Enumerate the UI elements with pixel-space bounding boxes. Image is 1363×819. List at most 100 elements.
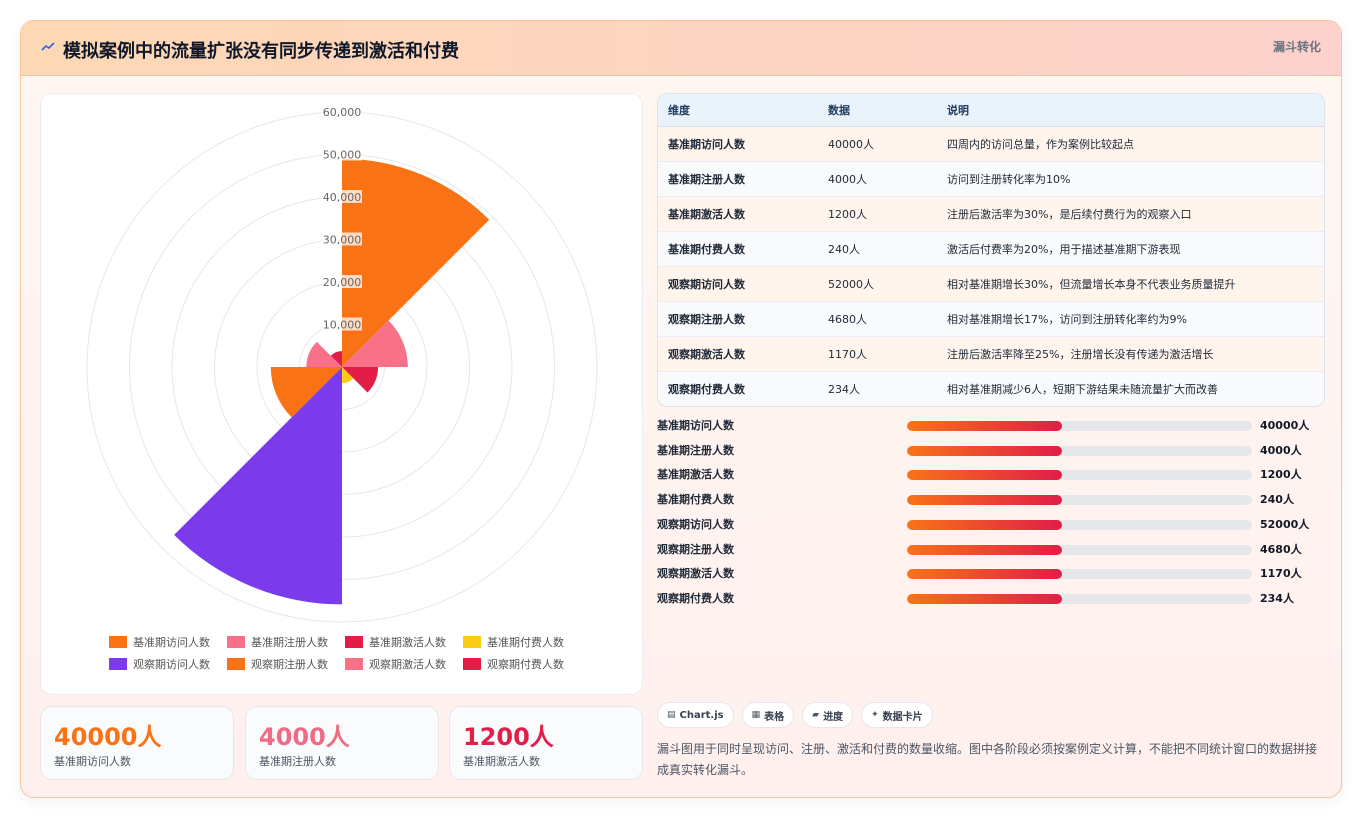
column-header-data: 数据 (828, 104, 850, 117)
sparkle-icon: ✦ (871, 710, 879, 720)
table-row: 观察期注册人数 4680人 相对基准期增长17%，访问到注册转化率约为9% (658, 302, 1324, 337)
r-tick-label: 60,000 (323, 106, 362, 119)
tick-label-backdrop (322, 275, 362, 288)
table-button[interactable]: ▦ 表格 (741, 702, 795, 728)
polar-wedge[interactable] (270, 367, 342, 418)
table-row: 基准期激活人数 1200人 注册后激活率为30%，是后续付费行为的观察入口 (658, 197, 1324, 232)
legend-swatch (109, 658, 127, 670)
table-row: 观察期访问人数 52000人 相对基准期增长30%，但流量增长本身不代表业务质量… (658, 267, 1324, 302)
legend-item[interactable]: 观察期激活人数 (345, 656, 463, 672)
data-card-button[interactable]: ✦ 数据卡片 (861, 702, 933, 728)
progress-fill (907, 520, 1063, 530)
tick-label-backdrop (322, 190, 362, 203)
progress-fill (907, 421, 1063, 431)
data-table: 维度 数据 说明 基准期访问人数 40000人 四周内的访问总量，作为案例比较起… (657, 93, 1325, 407)
pill-label: 进度 (823, 711, 844, 723)
progress-value: 4000人 (1260, 444, 1302, 457)
legend-label: 基准期付费人数 (487, 636, 564, 649)
progress-track (907, 545, 1252, 555)
r-tick-label: 10,000 (323, 319, 362, 332)
stat-card-baseline-activations: 1200人 基准期激活人数 (449, 706, 643, 780)
progress-fill (907, 545, 1063, 555)
polar-wedge[interactable] (342, 158, 490, 367)
progress-label: 观察期访问人数 (657, 518, 734, 531)
legend-label: 基准期注册人数 (251, 636, 328, 649)
progress-fill (907, 495, 1063, 505)
table-header-row: 维度 数据 说明 (658, 94, 1324, 127)
chart-icon: ▤ (667, 710, 676, 720)
r-tick-label: 50,000 (323, 149, 362, 162)
table-cell: 观察期访问人数 (668, 278, 745, 291)
legend-item[interactable]: 基准期注册人数 (227, 634, 345, 650)
progress-track (907, 569, 1252, 579)
category-tag: 漏斗转化 (1272, 40, 1321, 54)
table-cell: 相对基准期增长30%，但流量增长本身不代表业务质量提升 (947, 278, 1236, 291)
stat-card-baseline-signups: 4000人 基准期注册人数 (245, 706, 439, 780)
legend-label: 观察期访问人数 (133, 658, 210, 671)
chartjs-button[interactable]: ▤ Chart.js (657, 702, 734, 728)
column-header-dimension: 维度 (668, 104, 690, 117)
legend-swatch (345, 636, 363, 648)
progress-track (907, 446, 1252, 456)
polar-area-svg: 60,000 50,000 40,000 30,000 20,000 10,000 (86, 105, 598, 623)
main-card: 模拟案例中的流量扩张没有同步传递到激活和付费 漏斗转化 60,000 50,000… (20, 20, 1342, 798)
table-cell: 注册后激活率降至25%，注册增长没有传递为激活增长 (947, 348, 1214, 361)
table-cell: 4000人 (828, 173, 867, 186)
column-header-note: 说明 (947, 104, 969, 117)
table-row: 基准期付费人数 240人 激活后付费率为20%，用于描述基准期下游表现 (658, 232, 1324, 267)
progress-row: 观察期付费人数 234人 (657, 590, 1327, 608)
stat-card-baseline-visits: 40000人 基准期访问人数 (40, 706, 234, 780)
progress-track (907, 520, 1252, 530)
table-cell: 相对基准期减少6人，短期下游结果未随流量扩大而改善 (947, 383, 1218, 396)
progress-row: 基准期注册人数 4000人 (657, 442, 1327, 460)
progress-button[interactable]: ▰ 进度 (802, 702, 854, 728)
progress-row: 基准期访问人数 40000人 (657, 417, 1327, 435)
table-cell: 观察期付费人数 (668, 383, 745, 396)
legend-label: 观察期付费人数 (487, 658, 564, 671)
card-header: 模拟案例中的流量扩张没有同步传递到激活和付费 漏斗转化 (21, 21, 1341, 76)
polar-wedge[interactable] (342, 367, 354, 384)
stat-value: 40000人 (54, 723, 162, 751)
table-cell: 观察期注册人数 (668, 313, 745, 326)
table-cell: 234人 (828, 383, 860, 396)
polar-wedge[interactable] (306, 341, 342, 367)
progress-track (907, 470, 1252, 480)
progress-track (907, 594, 1252, 604)
progress-label: 观察期付费人数 (657, 592, 734, 605)
polar-wedge[interactable] (342, 367, 379, 393)
progress-value: 1170人 (1260, 567, 1302, 580)
table-cell: 四周内的访问总量，作为案例比较起点 (947, 138, 1134, 151)
trend-line-icon (41, 42, 55, 51)
table-cell: 基准期付费人数 (668, 243, 745, 256)
polar-wedge[interactable] (330, 351, 342, 367)
legend-item[interactable]: 基准期访问人数 (109, 634, 227, 650)
legend-item[interactable]: 基准期付费人数 (463, 634, 581, 650)
legend-item[interactable]: 观察期付费人数 (463, 656, 581, 672)
progress-label: 基准期激活人数 (657, 468, 734, 481)
legend-label: 基准期激活人数 (369, 636, 446, 649)
polar-wedge[interactable] (342, 320, 408, 367)
legend-item[interactable]: 观察期访问人数 (109, 656, 227, 672)
table-cell: 4680人 (828, 313, 867, 326)
stat-label: 基准期激活人数 (463, 755, 540, 768)
progress-row: 观察期访问人数 52000人 (657, 516, 1327, 534)
progress-track (907, 421, 1252, 431)
polar-area-chart: 60,000 50,000 40,000 30,000 20,000 10,000 基准期… (40, 93, 643, 695)
progress-label: 基准期付费人数 (657, 493, 734, 506)
progress-fill (907, 470, 1063, 480)
progress-value: 4680人 (1260, 543, 1302, 556)
view-toggle-group: ▤ Chart.js ▦ 表格 ▰ 进度 ✦ 数据卡片 (657, 702, 933, 728)
legend-swatch (227, 658, 245, 670)
tick-label-backdrop (322, 147, 362, 161)
table-cell: 相对基准期增长17%，访问到注册转化率约为9% (947, 313, 1187, 326)
progress-row: 观察期注册人数 4680人 (657, 541, 1327, 559)
table-row: 基准期注册人数 4000人 访问到注册转化率为10% (658, 162, 1324, 197)
progress-row: 观察期激活人数 1170人 (657, 565, 1327, 583)
polar-wedge[interactable] (174, 367, 342, 605)
table-cell: 基准期激活人数 (668, 208, 745, 221)
legend-item[interactable]: 基准期激活人数 (345, 634, 463, 650)
table-cell: 基准期注册人数 (668, 173, 745, 186)
progress-track (907, 495, 1252, 505)
legend-item[interactable]: 观察期注册人数 (227, 656, 345, 672)
legend-label: 观察期注册人数 (251, 658, 328, 671)
